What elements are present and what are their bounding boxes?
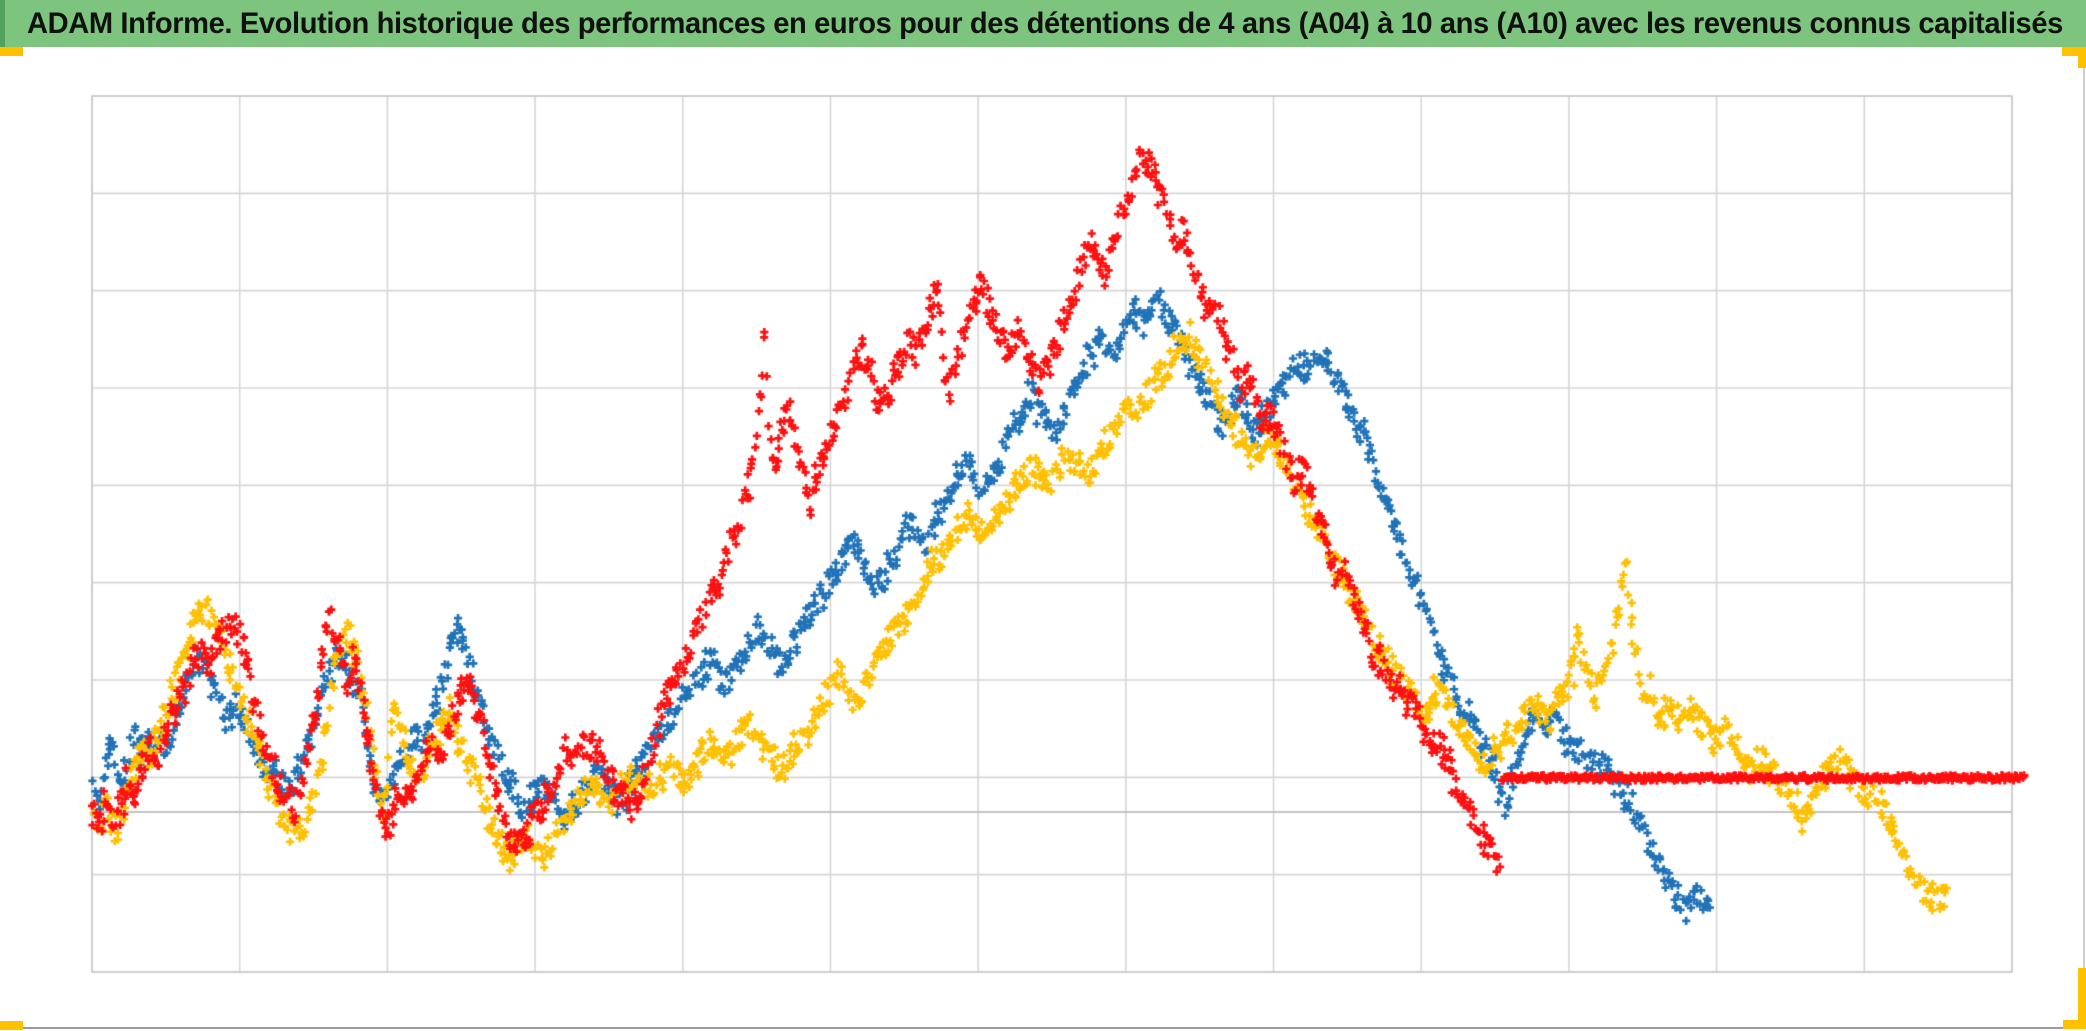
corner-marker-bottom-right-icon [2063, 1020, 2086, 1029]
title-banner-left-stripe [0, 0, 5, 47]
corner-marker-bottom-left-icon [0, 1021, 23, 1030]
title-banner: ADAM Informe. Evolution historique des p… [0, 0, 2086, 47]
right-divider [2083, 50, 2085, 1029]
corner-marker-top-right-icon [2078, 47, 2086, 68]
corner-marker-bottom-right-icon [2078, 968, 2086, 1029]
bottom-divider [0, 1027, 2086, 1029]
corner-marker-top-right-icon [2062, 47, 2086, 56]
page-title: ADAM Informe. Evolution historique des p… [27, 6, 2063, 40]
corner-marker-top-left-icon [0, 47, 23, 56]
